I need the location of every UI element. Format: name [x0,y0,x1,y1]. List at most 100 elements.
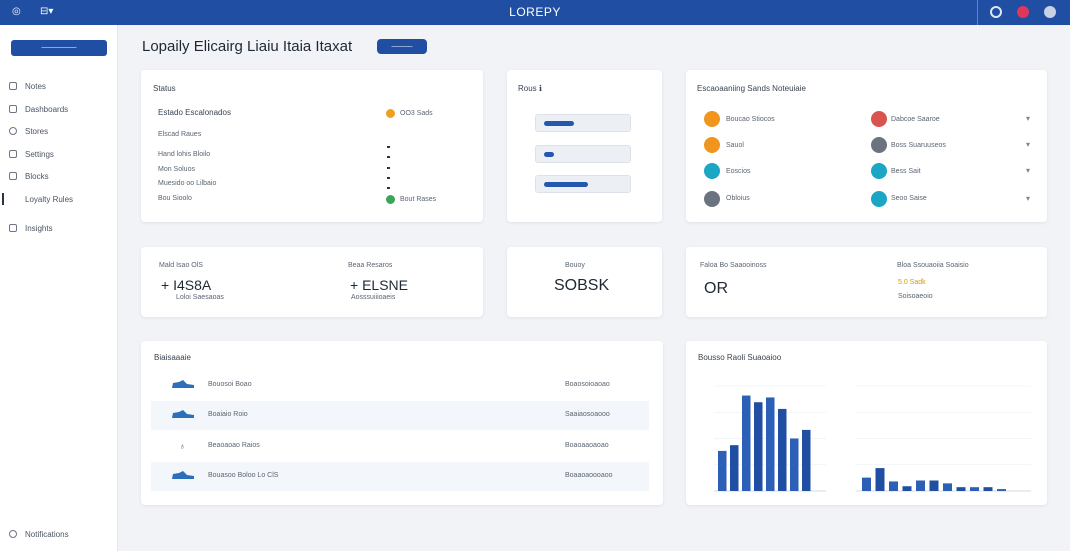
sidebar-item-label: Stores [25,126,49,136]
category-icon [871,111,887,127]
chart-bar[interactable] [766,397,775,491]
table-row[interactable]: Bouasoo Boloo Lo ClS Boaaoaoooaoo [151,462,649,491]
category-label[interactable]: Obloius [726,195,750,202]
sidebar-footer-notifications[interactable]: Notifications [9,527,114,541]
sidebar-item-loyalty-rules[interactable]: Loyalty Rules [2,192,114,206]
chart-bar[interactable] [943,483,952,491]
chart-bar[interactable] [790,438,799,492]
row-value: Boaaoaoooaoo [565,472,613,479]
chart-bar[interactable] [730,445,739,491]
app-logo-icon[interactable]: ◎ [12,6,21,17]
chart-bar[interactable] [916,480,925,492]
home-icon [9,82,17,90]
status-item: Elscad Raues [158,131,202,138]
workspace-selector[interactable]: ⊟▾ [40,6,54,17]
sidebar-item-insights[interactable]: Insights [9,221,114,235]
status-heading: Estado Escalonados [158,108,231,117]
kpi-value: 5.0 Sadk [898,279,926,286]
sidebar-item-dashboards[interactable]: Dashboards [9,102,114,116]
category-label[interactable]: Seoo Saise [891,195,927,202]
kpi-label: Bloa Ssouaoiia Soaisio [897,262,969,269]
sidebar-item-label: Loyalty Rules [25,194,74,204]
table-row[interactable]: Boaiaio Roio Saaiaosoaooo [151,401,649,430]
sidebar-primary-button[interactable]: ————— [11,40,107,56]
filter-pill[interactable] [535,145,631,163]
sidebar-item-stores[interactable]: Stores [9,124,114,138]
chart-bar[interactable] [929,480,939,492]
category-label[interactable]: Boss Suaruuseos [891,142,946,149]
status-ok-icon [386,195,395,204]
app-brand: LOREPY [509,5,561,19]
more-options-icon[interactable]: ▾ [1026,194,1031,203]
chart-bar[interactable] [970,487,979,491]
more-options-icon[interactable]: ▾ [1026,114,1031,123]
status-item: Hand lohis Bloilo [158,151,211,158]
status-tick [387,167,390,169]
category-icon [704,137,720,153]
kpi-card-left: Mald Isao OlS + I4S8A Loloi Saesaoas Bea… [141,247,483,317]
chart-bar[interactable] [754,402,763,491]
category-icon [704,111,720,127]
category-label[interactable]: Eoscios [726,168,751,175]
row-value: Saaiaosoaooo [565,411,610,418]
store-icon [9,127,17,135]
category-icon [704,163,720,179]
chart-bar[interactable] [778,408,787,491]
category-label[interactable]: Sauol [726,142,744,149]
card-title: Bousso Raoli Suaoaioo [698,353,782,362]
row-value: Boaoaaoaoao [565,442,609,449]
status-tick [387,146,390,148]
more-options-icon[interactable]: ▾ [1026,166,1031,175]
table-row[interactable]: ♁ Beaoaoao Raios Boaoaaoaoao [141,432,663,461]
chart-bar[interactable] [956,487,966,491]
status-item: Bou Sioolo [158,195,192,202]
row-name: Beaoaoao Raios [208,442,260,449]
avatar[interactable] [1044,6,1056,18]
filter-pill-fill [544,152,554,157]
kpi-value: OR [704,280,728,297]
kpi-label: Faloa Bo Saaooinoss [700,262,767,269]
status-right-bottom: Bout Rases [400,196,437,203]
card-title: Biaisaaaie [154,353,191,362]
category-icon [871,163,887,179]
kpi-value: + I4S8A [161,277,212,293]
status-card: Status Estado Escalonados Elscad Raues H… [141,70,483,222]
kpi-card-right: Faloa Bo Saaooinoss OR Bloa Ssouaoiia So… [686,247,1047,317]
alert-icon: ♁ [179,441,186,451]
chart-bar[interactable] [875,468,885,491]
chart-bar[interactable] [802,429,811,491]
notification-icon[interactable] [1017,6,1029,18]
sidebar-item-label: Insights [25,223,53,233]
dashboard-icon [9,105,17,113]
row-name: Bouasoo Boloo Lo ClS [208,472,279,479]
category-label[interactable]: Bess Sait [891,168,921,175]
status-tick [387,177,390,179]
more-options-icon[interactable]: ▾ [1026,140,1031,149]
chart-bar[interactable] [983,487,993,491]
chart-bar[interactable] [997,489,1006,491]
kpi-sub: Soisoaeoio [898,293,933,300]
chart-bar[interactable] [862,477,871,491]
kpi-sub: Aosssuiiioaeis [351,294,396,301]
bar-chart [714,385,1031,492]
sidebar-item-notes[interactable]: Notes [9,79,114,93]
sidebar-item-settings[interactable]: Settings [9,147,114,161]
title-badge[interactable]: ——— [377,39,427,54]
filter-card: Rous ℹ [507,70,662,222]
filter-pill-fill [544,182,588,187]
chart-bar[interactable] [718,450,727,491]
kpi-value: SOBSK [554,277,610,294]
category-label[interactable]: Boucao Stiocos [726,116,775,123]
sidebar-item-blocks[interactable]: Blocks [9,169,114,183]
gear-icon[interactable] [990,6,1002,18]
top-bar: ◎ ⊟▾ LOREPY [0,0,1070,25]
table-row[interactable]: Bouosoi Boao Boaosoioaoao [141,371,663,400]
chart-bar[interactable] [889,481,898,491]
status-right-top: OO3 Sads [400,110,433,117]
filter-pill[interactable] [535,114,631,132]
chart-bar[interactable] [902,486,912,491]
shoe-icon [172,380,194,388]
category-label[interactable]: Dabcoe Saaroe [891,116,940,123]
filter-pill[interactable] [535,175,631,193]
chart-bar[interactable] [742,395,751,491]
